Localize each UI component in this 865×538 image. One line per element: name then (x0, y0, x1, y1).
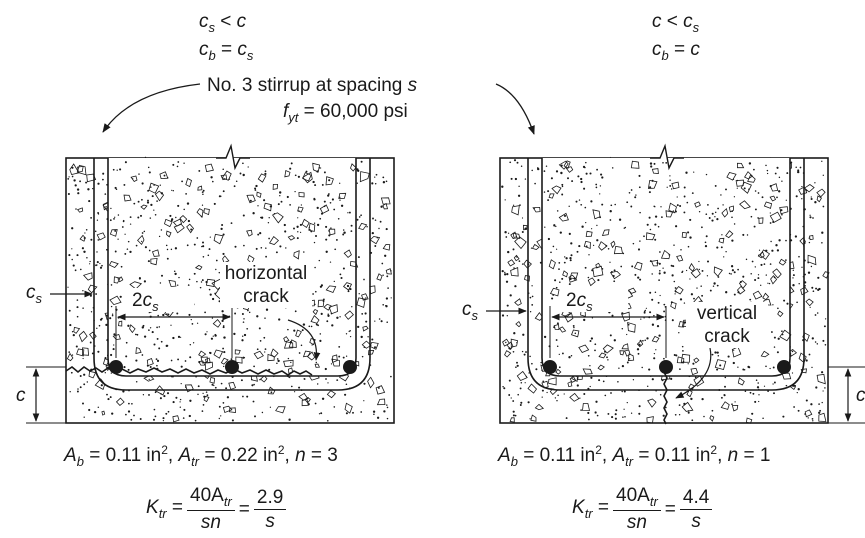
right-2cs-label: 2cs (566, 290, 593, 314)
stirrup-callout-line-2: fyt = 60,000 psi (283, 101, 408, 125)
right-vertical-crack (663, 371, 668, 425)
right-bar-1 (543, 360, 557, 374)
left-ktr-equation: Ktr = 40Atr sn = 2.9 s (146, 486, 290, 532)
stirrup-callout-line-1: No. 3 stirrup at spacing s (207, 75, 418, 96)
left-crack-label-bg (220, 262, 312, 308)
right-bar-3 (777, 360, 791, 374)
right-condition-1: c < cs (652, 11, 700, 35)
right-stirrup-outer (527, 158, 805, 391)
left-c-label: c (16, 385, 26, 406)
right-2cs-label-bg (562, 288, 628, 312)
stirrup-leader-right (495, 83, 535, 135)
left-horizontal-crack (65, 366, 313, 376)
left-2cs-label-bg (128, 288, 194, 312)
right-areas-equation: Ab = 0.11 in2, Atr = 0.11 in2, n = 1 (498, 443, 771, 469)
right-break-mark (650, 143, 684, 171)
right-ktr-equation: Ktr = 40Atr sn = 4.4 s (572, 486, 716, 532)
left-2cs-label: 2cs (132, 290, 159, 314)
left-ktr-fraction: 40Atr sn (187, 486, 235, 532)
left-break-mark (216, 143, 250, 171)
left-beam-section (26, 143, 395, 424)
left-bar-1 (109, 360, 123, 374)
left-ktr-result: 2.9 s (253, 488, 287, 531)
left-bar-3 (343, 360, 357, 374)
right-bar-2 (659, 360, 673, 374)
left-condition-2: cb = cs (199, 39, 254, 63)
right-crack-label: vertical crack (696, 303, 758, 347)
right-cs-label: cs (462, 299, 478, 323)
left-bar-2 (225, 360, 239, 374)
left-condition-1: cs < c (199, 11, 247, 35)
stirrup-leader-left (102, 83, 201, 133)
right-condition-2: cb = c (652, 39, 700, 63)
left-crack-label: horizontal crack (224, 263, 308, 307)
left-crack-leader (287, 319, 321, 361)
right-beam-section (486, 143, 865, 425)
right-crack-leader (675, 347, 712, 399)
right-ktr-fraction: 40Atr sn (613, 486, 661, 532)
right-c-label: c (856, 385, 865, 406)
left-stirrup-outer (93, 158, 371, 391)
left-cs-label: cs (26, 282, 42, 306)
right-crack-label-bg (686, 302, 768, 348)
left-areas-equation: Ab = 0.11 in2, Atr = 0.22 in2, n = 3 (64, 443, 338, 469)
right-ktr-result: 4.4 s (679, 488, 713, 531)
